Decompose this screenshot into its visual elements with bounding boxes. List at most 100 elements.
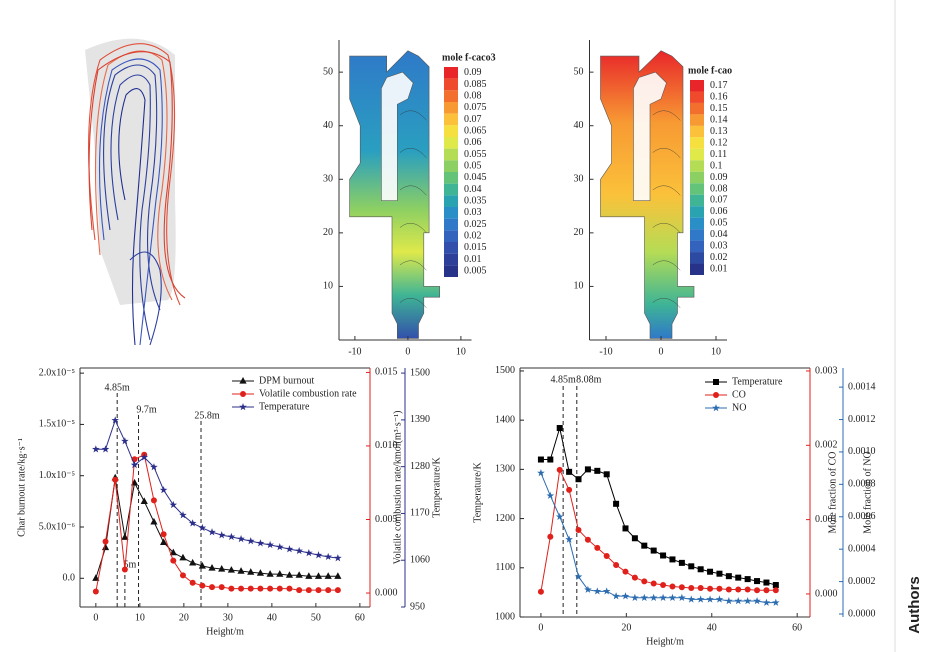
data-point bbox=[584, 536, 591, 543]
data-point bbox=[688, 585, 695, 592]
y2-tick-label: 0.003 bbox=[815, 365, 838, 376]
y-axis-title: Char burnout rate/kg·s⁻¹ bbox=[16, 438, 27, 537]
data-point bbox=[189, 579, 196, 586]
data-point bbox=[159, 486, 168, 494]
data-point bbox=[179, 572, 186, 579]
contour-line bbox=[399, 110, 427, 121]
data-point bbox=[621, 592, 630, 600]
y-tick-label: 50 bbox=[323, 66, 333, 77]
data-point bbox=[697, 566, 704, 573]
data-point bbox=[668, 593, 677, 602]
data-point bbox=[566, 486, 573, 493]
data-point bbox=[169, 500, 178, 509]
data-point bbox=[669, 583, 676, 590]
data-point bbox=[92, 574, 100, 581]
data-point bbox=[228, 585, 235, 592]
legend-label: CO bbox=[732, 389, 746, 400]
data-point bbox=[762, 598, 771, 606]
y3-tick-label: 1500 bbox=[410, 367, 430, 378]
contour-gap bbox=[381, 71, 414, 202]
colorbar-swatch bbox=[444, 242, 458, 254]
data-point bbox=[305, 548, 313, 557]
colorbar-label: 0.085 bbox=[464, 79, 487, 90]
colorbar-label: 0.02 bbox=[710, 252, 728, 263]
colorbar-swatch bbox=[444, 90, 458, 102]
y-tick-label: 5.0x10⁻⁶ bbox=[39, 521, 76, 532]
contour-line bbox=[399, 185, 427, 196]
colorbar-swatch bbox=[444, 78, 458, 91]
data-point bbox=[275, 543, 284, 551]
colorbar-label: 0.055 bbox=[464, 149, 487, 160]
data-point bbox=[257, 585, 264, 592]
data-point bbox=[237, 567, 245, 574]
colorbar-swatch bbox=[690, 252, 704, 264]
y-tick-label: 1300 bbox=[495, 464, 515, 475]
colorbar-label: 0.025 bbox=[464, 219, 487, 230]
data-point bbox=[659, 593, 667, 602]
y-tick-label: 1400 bbox=[495, 414, 515, 425]
x-tick-label: 10 bbox=[711, 346, 721, 357]
data-point bbox=[314, 572, 323, 579]
data-point bbox=[650, 580, 657, 587]
x-tick-label: 50 bbox=[311, 612, 321, 623]
data-point bbox=[754, 587, 761, 594]
y-tick-label: 40 bbox=[574, 120, 584, 131]
colorbar-label: 0.09 bbox=[710, 172, 728, 183]
data-point bbox=[92, 588, 99, 595]
colorbar-swatch bbox=[444, 148, 458, 161]
data-point bbox=[121, 533, 129, 540]
data-point bbox=[188, 519, 197, 527]
data-point bbox=[593, 587, 602, 595]
colorbar-label: 0.01 bbox=[710, 264, 728, 275]
streamline-figure bbox=[85, 38, 186, 346]
data-point bbox=[725, 573, 732, 580]
data-point bbox=[603, 553, 610, 560]
data-point bbox=[574, 572, 583, 580]
colorbar-swatch bbox=[690, 137, 704, 149]
y3-tick-label: 1060 bbox=[410, 555, 430, 566]
contour-line bbox=[652, 185, 681, 196]
data-point bbox=[631, 593, 639, 602]
data-point bbox=[247, 568, 255, 575]
data-point bbox=[140, 453, 149, 461]
colorbar-swatch bbox=[444, 67, 458, 79]
data-point bbox=[305, 572, 313, 579]
colorbar-swatch bbox=[444, 125, 458, 137]
data-point bbox=[112, 476, 119, 483]
contour-line bbox=[399, 223, 427, 233]
data-point bbox=[217, 531, 226, 539]
data-point bbox=[198, 523, 207, 532]
data-point bbox=[735, 586, 742, 593]
annotation: 4.85m bbox=[550, 374, 576, 385]
x-tick-label: -10 bbox=[599, 346, 612, 357]
y2-tick-label: 0.015 bbox=[375, 367, 398, 378]
colorbar-swatch bbox=[690, 160, 704, 172]
data-point bbox=[640, 593, 649, 602]
colorbar-label: 0.045 bbox=[464, 172, 487, 183]
colorbar-swatch bbox=[444, 230, 458, 242]
colorbar-label: 0.14 bbox=[710, 114, 728, 125]
data-point bbox=[130, 460, 139, 469]
legend-label: Temperature bbox=[732, 376, 783, 387]
colorbar-swatch bbox=[690, 194, 704, 207]
data-point bbox=[111, 416, 120, 424]
y-tick-label: 30 bbox=[574, 174, 584, 185]
colorbar-label: 0.065 bbox=[464, 125, 487, 136]
data-point bbox=[160, 531, 167, 538]
contour-line bbox=[652, 260, 681, 271]
colorbar-swatch bbox=[690, 206, 704, 218]
y-tick-label: 1500 bbox=[495, 365, 515, 376]
contour-line bbox=[652, 110, 681, 121]
x-tick-label: 60 bbox=[792, 622, 802, 633]
colorbar-swatch bbox=[444, 207, 458, 219]
colorbar-label: 0.15 bbox=[710, 103, 728, 114]
data-point bbox=[565, 535, 573, 543]
colorbar-swatch bbox=[690, 183, 704, 195]
data-point bbox=[276, 585, 283, 592]
x-axis-title: Height/m bbox=[646, 636, 684, 647]
data-point bbox=[238, 585, 245, 592]
data-point bbox=[325, 587, 332, 594]
data-point bbox=[179, 553, 187, 561]
legend-marker bbox=[239, 403, 247, 411]
data-point bbox=[622, 525, 629, 532]
